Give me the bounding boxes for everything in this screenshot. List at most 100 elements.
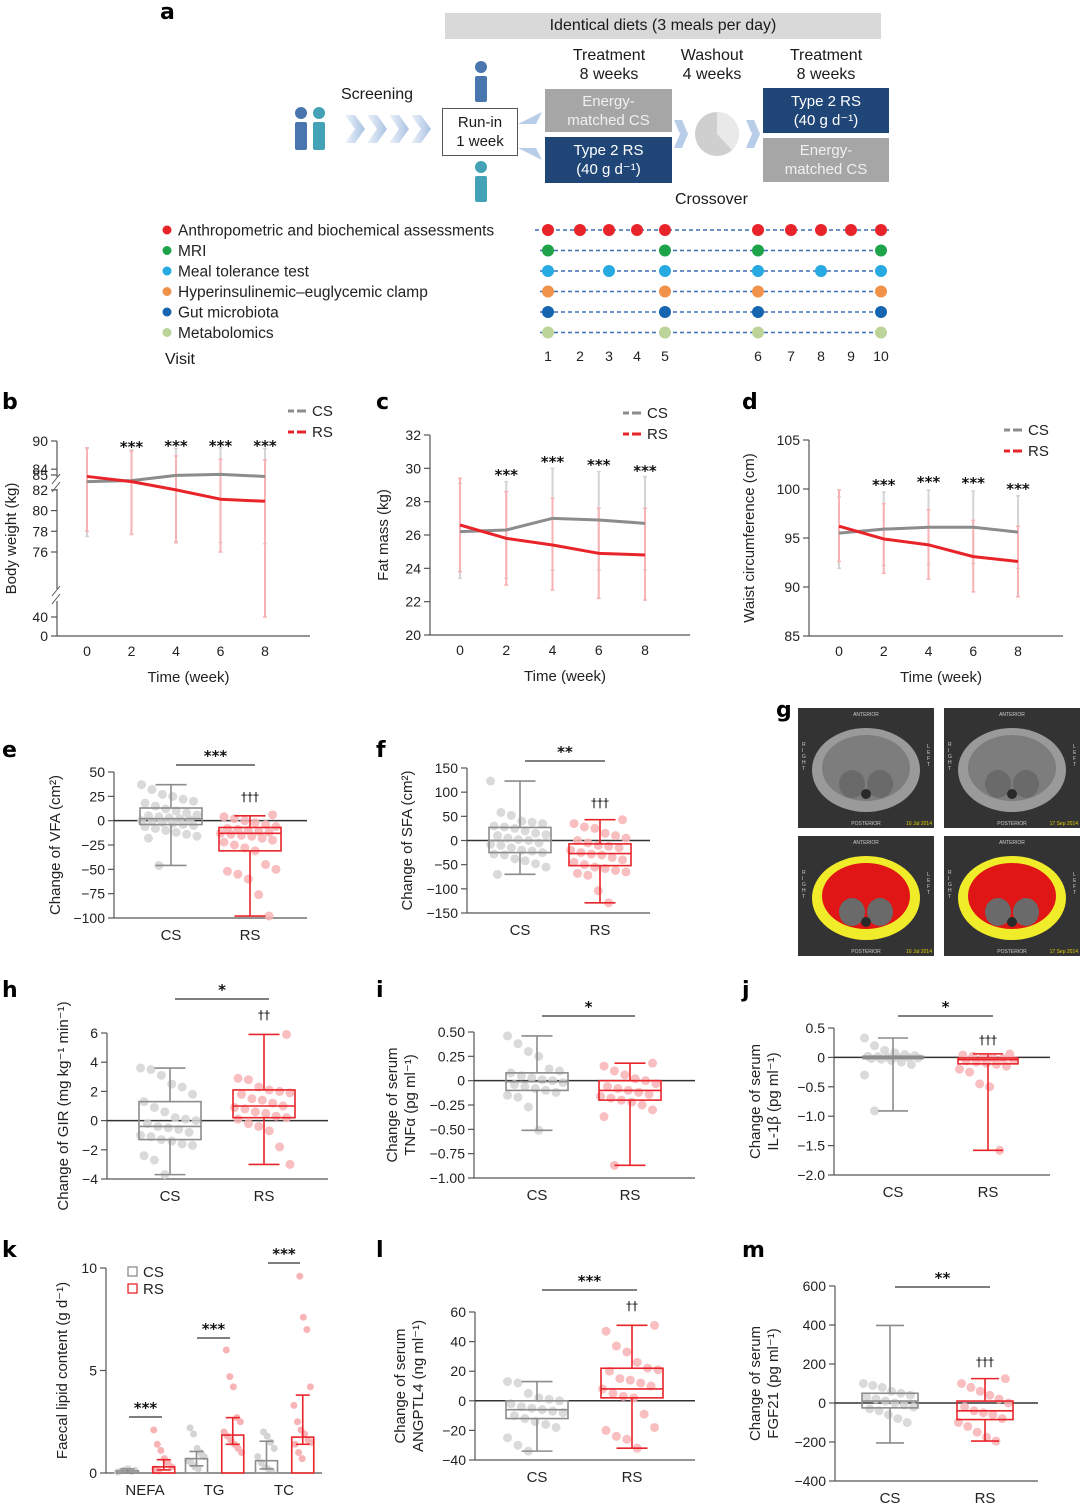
y-axis-label: IL-1β (pg ml⁻¹) [765,1052,782,1150]
data-point [975,1079,985,1089]
legend-label: CS [647,405,668,422]
data-point [523,1046,533,1056]
y-axis-label: Faecal lipid content (g d⁻¹) [54,1282,71,1459]
significance-marker: ** [935,1269,951,1287]
data-point [194,1465,202,1473]
data-point [576,848,586,858]
data-point [157,1446,165,1454]
data-point [263,1432,271,1440]
panel-letter-d: d [742,390,758,415]
y-tick-label: 85 [784,628,800,644]
data-point [299,1313,307,1321]
data-point [602,1082,612,1092]
visit-number: 6 [754,348,762,364]
visit-marker [875,244,887,257]
phase2-cs-line1: Energy- [799,142,853,159]
data-point [149,1102,159,1112]
x-tick-label: NEFA [125,1482,164,1499]
axis-break-mark [51,473,61,485]
panel-letter-l: l [376,1238,384,1263]
data-point [282,1029,292,1039]
data-point [257,1095,267,1105]
data-point [572,836,582,845]
y-axis-label: TNFα (pg ml⁻¹) [402,1054,419,1156]
data-point [270,1444,278,1452]
visit-marker [542,224,554,236]
box-rs [600,1367,664,1399]
data-point [150,1426,158,1434]
data-point [178,794,188,804]
data-point [264,1126,274,1136]
scan-date: 16 Jul 2014 [906,821,932,827]
data-point [896,1057,906,1067]
box-rs [568,843,632,867]
y-tick-label: 78 [32,523,48,539]
data-point [966,1382,976,1392]
x-tick-label: 0 [456,642,464,658]
data-point [611,865,621,875]
panel-letter-a: a [160,0,175,25]
y-tick-label: 80 [32,503,48,519]
data-point [870,1041,880,1051]
person-head-2 [313,107,325,119]
data-point [296,1272,304,1280]
data-point [513,1378,523,1388]
data-point [170,1113,180,1123]
x-tick-label: TC [274,1482,294,1499]
y-tick-label: −50 [81,861,105,877]
box-rs [218,826,282,852]
legend-dot [162,225,172,235]
data-point [510,854,520,864]
chart-waist-circumference: 85 90 95 100 105 0 2 4 6 8 Time (week) Waist circum… [741,422,1063,686]
x-tick-label: 2 [502,642,510,658]
data-point [544,1064,554,1074]
phase1-header-line2: 8 weeks [579,66,639,83]
data-point [147,785,157,795]
assessment-label: Metabolomics [178,325,274,342]
phase1-cs-line2: matched CS [567,111,650,129]
data-point [527,1073,537,1083]
orientation-top: ANTERIOR [853,840,879,846]
box-rs [232,1089,296,1119]
significance-marker: *** [587,456,611,474]
data-point [908,1402,918,1412]
y-tick-label: −0.75 [430,1146,466,1162]
data-point [503,1433,513,1443]
chart-il1b-change: −2.0 −1.5 −1.0 −0.5 0 0.5 CS RS * ††† Change of se… [747,998,1050,1201]
visit-number: 10 [873,348,889,364]
data-point [295,1449,303,1456]
significance-marker: * [585,998,593,1016]
participants-icon [295,107,325,150]
y-tick-label: −75 [81,886,105,902]
data-point [236,1418,244,1426]
muscle [1013,898,1039,926]
data-point [868,1380,878,1390]
spine [861,789,871,799]
orientation-right-letter: L [1073,872,1076,878]
data-point [520,856,530,866]
y-axis-label: Change of serum [384,1047,401,1162]
muscle [867,770,893,798]
data-point [583,870,593,880]
y-tick-label: 22 [405,594,421,610]
data-point [541,830,551,840]
visit-marker [659,285,671,298]
data-point [520,1082,530,1092]
orientation-right-letter: T [927,890,930,896]
data-point [632,1357,642,1367]
data-point [608,1388,618,1398]
y-tick-label: 26 [405,527,421,543]
significance-marker: *** [164,437,188,455]
x-tick-label: 0 [83,643,91,659]
diet-banner [445,13,881,39]
x-tick-label: RS [622,1469,643,1486]
data-point [622,1434,632,1444]
x-tick-label: TG [204,1482,225,1499]
data-point [609,1160,619,1170]
phase2-cs-line2: matched CS [784,161,868,178]
orientation-right-letter: E [927,750,931,756]
data-point [190,1430,198,1438]
y-tick-label: −0.25 [430,1097,466,1113]
orientation-right-letter: F [1073,884,1076,890]
